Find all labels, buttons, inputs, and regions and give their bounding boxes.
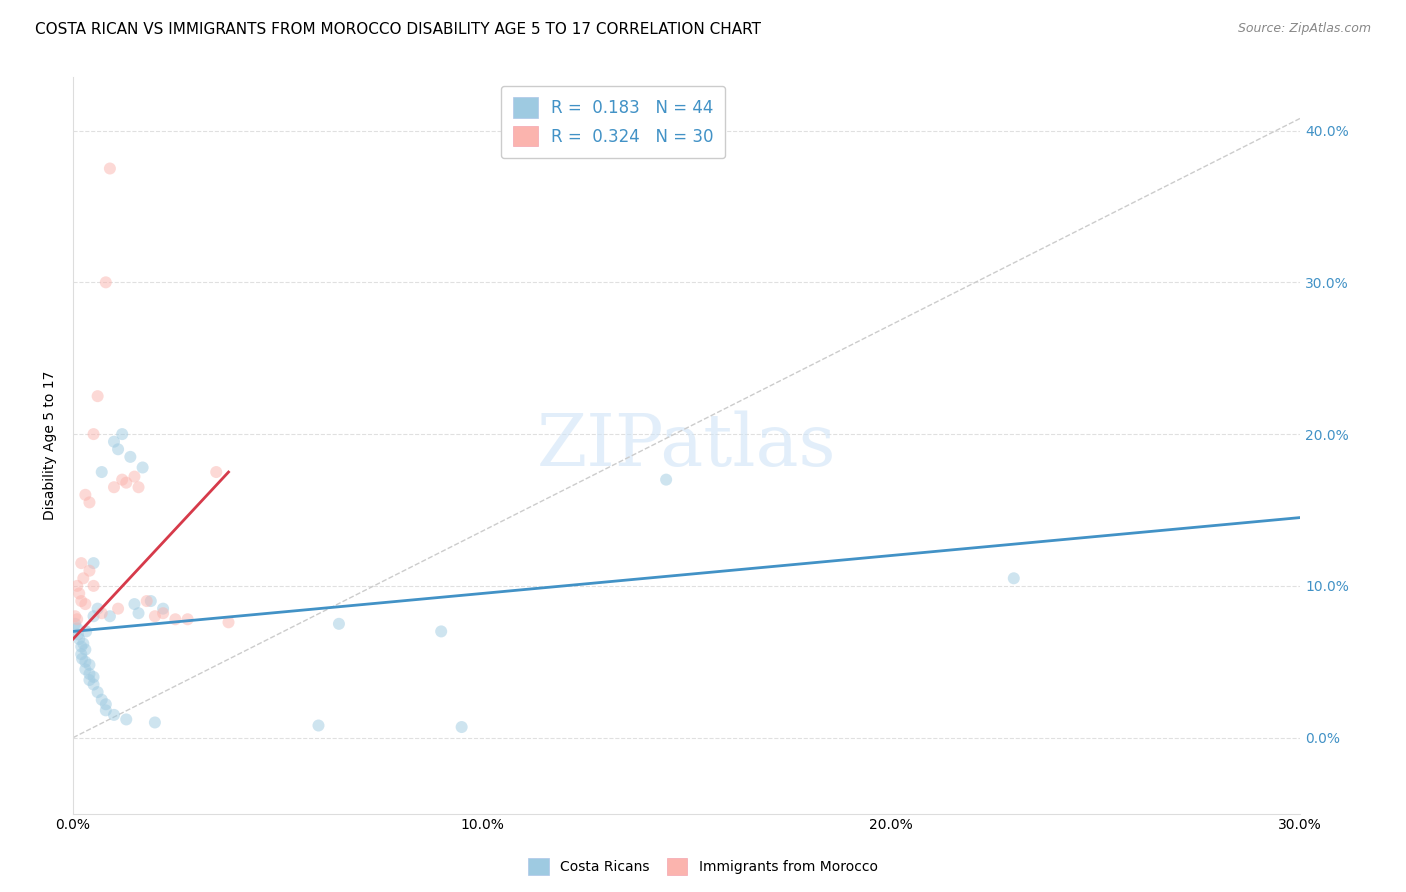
Text: Source: ZipAtlas.com: Source: ZipAtlas.com bbox=[1237, 22, 1371, 36]
Point bbox=[70, 556, 93, 570]
Point bbox=[75, 662, 97, 676]
Point bbox=[75, 624, 97, 639]
Point bbox=[103, 480, 125, 494]
Point bbox=[450, 720, 472, 734]
Point bbox=[75, 642, 97, 657]
Point bbox=[94, 703, 117, 717]
Text: COSTA RICAN VS IMMIGRANTS FROM MOROCCO DISABILITY AGE 5 TO 17 CORRELATION CHART: COSTA RICAN VS IMMIGRANTS FROM MOROCCO D… bbox=[35, 22, 761, 37]
Point bbox=[308, 718, 330, 732]
Point bbox=[128, 480, 150, 494]
Point bbox=[124, 469, 146, 483]
Point bbox=[98, 609, 121, 624]
Point bbox=[83, 556, 105, 570]
Point bbox=[86, 389, 108, 403]
Point bbox=[103, 707, 125, 722]
Point bbox=[152, 606, 174, 620]
Point bbox=[152, 601, 174, 615]
Point bbox=[70, 594, 93, 608]
Point bbox=[63, 616, 86, 631]
Point bbox=[70, 647, 93, 661]
Point bbox=[131, 460, 153, 475]
Point bbox=[72, 571, 94, 585]
Point bbox=[135, 594, 157, 608]
Point bbox=[79, 495, 101, 509]
Point bbox=[98, 161, 121, 176]
Point bbox=[115, 713, 138, 727]
Point bbox=[120, 450, 142, 464]
Point bbox=[72, 636, 94, 650]
Point bbox=[63, 609, 86, 624]
Point bbox=[107, 442, 129, 457]
Point bbox=[79, 564, 101, 578]
Point bbox=[205, 465, 228, 479]
Legend: Costa Ricans, Immigrants from Morocco: Costa Ricans, Immigrants from Morocco bbox=[523, 853, 883, 880]
Point bbox=[83, 579, 105, 593]
Point bbox=[66, 621, 89, 635]
Point bbox=[66, 579, 89, 593]
Point bbox=[86, 685, 108, 699]
Point bbox=[66, 612, 89, 626]
Point bbox=[430, 624, 453, 639]
Point bbox=[90, 692, 112, 706]
Point bbox=[111, 427, 134, 442]
Point bbox=[165, 612, 187, 626]
Point bbox=[328, 616, 350, 631]
Point bbox=[115, 475, 138, 490]
Point bbox=[83, 677, 105, 691]
Legend: R =  0.183   N = 44, R =  0.324   N = 30: R = 0.183 N = 44, R = 0.324 N = 30 bbox=[501, 86, 725, 158]
Point bbox=[75, 655, 97, 669]
Y-axis label: Disability Age 5 to 17: Disability Age 5 to 17 bbox=[44, 371, 58, 520]
Point bbox=[75, 488, 97, 502]
Point bbox=[79, 657, 101, 672]
Point bbox=[90, 606, 112, 620]
Point bbox=[1002, 571, 1025, 585]
Point bbox=[107, 601, 129, 615]
Point bbox=[75, 597, 97, 611]
Point bbox=[218, 615, 240, 630]
Point bbox=[70, 651, 93, 665]
Point bbox=[143, 715, 166, 730]
Point bbox=[70, 640, 93, 654]
Point bbox=[143, 609, 166, 624]
Point bbox=[79, 673, 101, 687]
Point bbox=[86, 601, 108, 615]
Point bbox=[103, 434, 125, 449]
Point bbox=[655, 473, 678, 487]
Point bbox=[176, 612, 198, 626]
Point bbox=[139, 594, 162, 608]
Text: ZIPatlas: ZIPatlas bbox=[537, 410, 837, 481]
Point bbox=[79, 667, 101, 681]
Point bbox=[111, 473, 134, 487]
Point bbox=[66, 627, 89, 641]
Point bbox=[90, 465, 112, 479]
Point bbox=[67, 632, 90, 646]
Point bbox=[83, 427, 105, 442]
Point bbox=[83, 670, 105, 684]
Point bbox=[83, 609, 105, 624]
Point bbox=[128, 606, 150, 620]
Point bbox=[124, 597, 146, 611]
Point bbox=[94, 698, 117, 712]
Point bbox=[67, 586, 90, 600]
Point bbox=[94, 276, 117, 290]
